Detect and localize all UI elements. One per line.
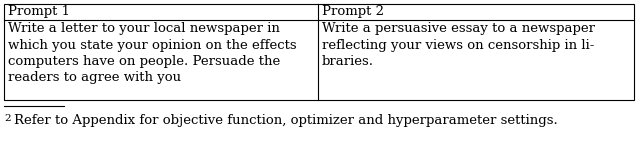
Text: Prompt 1: Prompt 1 [8,5,70,18]
Text: Write a letter to your local newspaper in
which you state your opinion on the ef: Write a letter to your local newspaper i… [8,22,296,84]
Bar [4,4,634,100]
Text: Refer to Appendix for objective function, optimizer and hyperparameter settings.: Refer to Appendix for objective function… [14,114,557,127]
Text: Write a persuasive essay to a newspaper
reflecting your views on censorship in l: Write a persuasive essay to a newspaper … [322,22,595,68]
Text: 2: 2 [4,114,11,123]
Text: Prompt 2: Prompt 2 [322,5,384,18]
